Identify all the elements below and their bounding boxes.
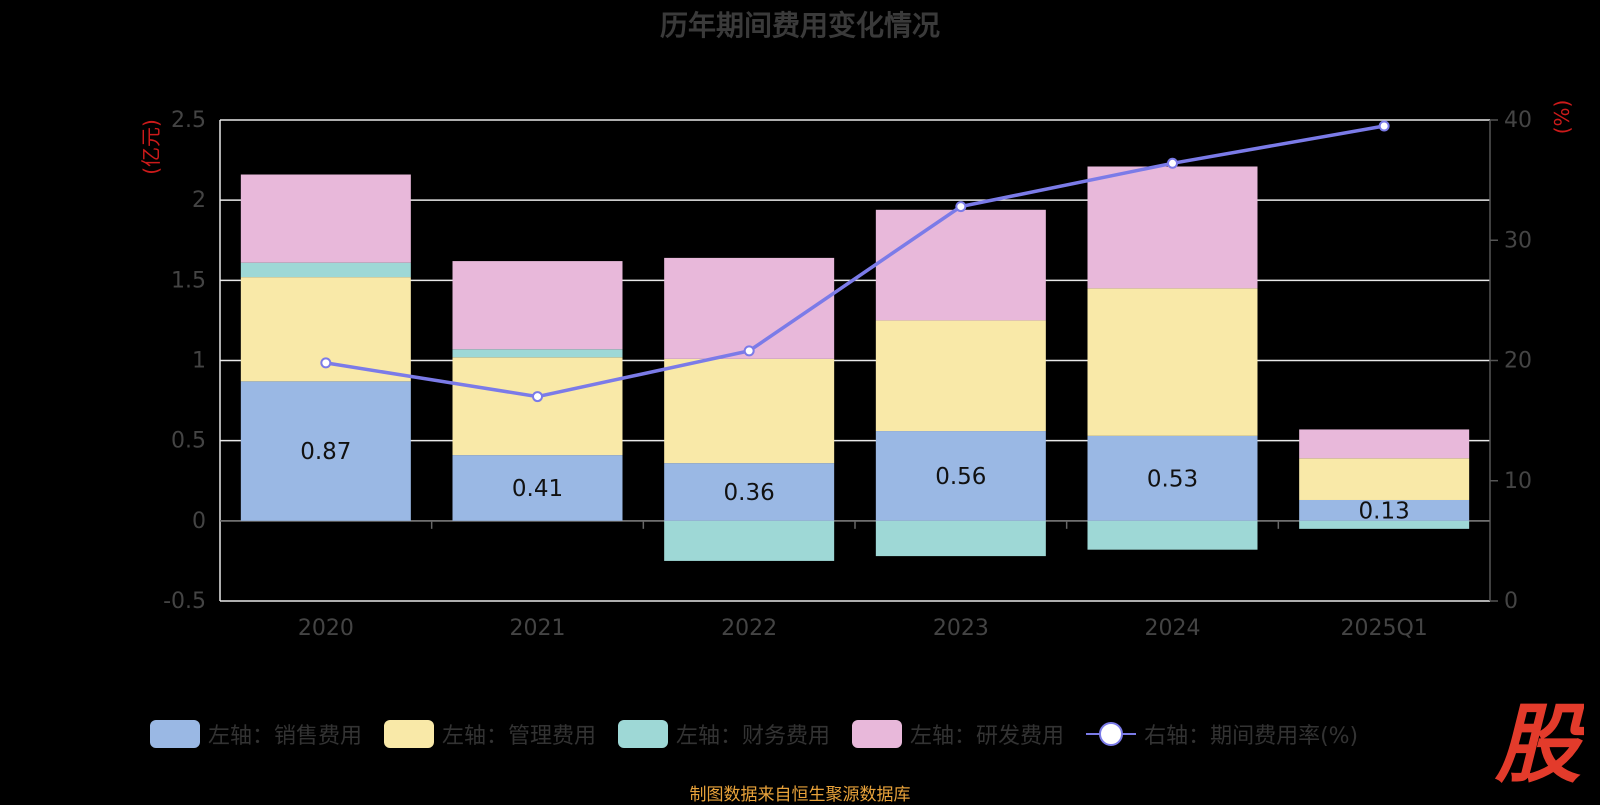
bar-rd <box>1299 429 1470 459</box>
legend-label: 左轴：销售费用 <box>208 724 363 749</box>
left-axis-unit: (亿元) <box>139 119 163 175</box>
bar-rd <box>664 257 835 359</box>
left-tick-label: 2.5 <box>171 108 206 133</box>
bar-sales <box>240 381 411 521</box>
bar-data-label: 0.13 <box>1359 498 1410 524</box>
bar-rd <box>240 174 411 263</box>
bar-sales <box>452 455 623 521</box>
bar-rd <box>875 209 1046 321</box>
legend-line-marker <box>1086 720 1137 748</box>
rate-point <box>955 201 967 213</box>
chart-title: 历年期间费用变化情况 <box>659 9 940 42</box>
bar-sales <box>1299 499 1470 521</box>
bar-sales <box>664 463 835 521</box>
right-tick-label: 40 <box>1504 108 1532 133</box>
right-tick-label: 30 <box>1504 228 1532 253</box>
bar-finance <box>875 520 1046 557</box>
bar-rd <box>452 261 623 350</box>
rate-point <box>1167 157 1178 169</box>
right-tick-label: 10 <box>1504 469 1532 494</box>
legend-item[interactable]: 右轴：期间费用率(%) <box>1086 718 1358 750</box>
legend-item[interactable]: 左轴：研发费用 <box>852 718 1064 750</box>
chart-canvas: -0.5 0 0.5 1 1.5 2 2.5 0 10 20 30 40 (亿元) (%) 0.87 2020… <box>139 100 1574 641</box>
left-tick-label: 1.5 <box>171 268 206 293</box>
bar-sales <box>1087 435 1258 521</box>
left-tick-label: 1 <box>192 349 206 374</box>
bar-finance <box>452 349 623 358</box>
legend-label: 左轴：研发费用 <box>910 724 1065 749</box>
right-tick-label: 0 <box>1504 589 1518 614</box>
category-label: 2024 <box>1145 616 1201 641</box>
category-label: 2020 <box>298 616 354 641</box>
legend-label: 左轴：管理费用 <box>442 724 597 749</box>
bar-data-label: 0.36 <box>724 480 775 506</box>
left-tick-label: 2 <box>192 188 206 213</box>
legend-swatch <box>150 720 200 748</box>
bar-admin <box>1299 458 1470 500</box>
legend-swatch <box>618 720 669 748</box>
category-label: 2022 <box>721 616 777 641</box>
bar-admin <box>664 358 835 464</box>
legend-swatch <box>384 720 435 748</box>
rate-line <box>325 124 1385 399</box>
legend-label: 左轴：财务费用 <box>676 724 831 749</box>
bar-admin <box>452 357 623 456</box>
bar-data-label: 0.41 <box>512 476 563 502</box>
right-tick-label: 20 <box>1504 349 1532 374</box>
bar-rd <box>1087 166 1258 289</box>
bar-finance <box>664 520 835 561</box>
logo-icon: 股 <box>1494 696 1584 788</box>
bar-data-label: 0.56 <box>935 464 986 490</box>
left-tick-label: -0.5 <box>163 589 206 614</box>
chart-legend: 左轴：销售费用 左轴：管理费用 左轴：财务费用 左轴：研发费用 右轴：期间费用率(%) <box>150 716 1380 752</box>
bar-data-label: 0.87 <box>300 439 351 465</box>
legend-item[interactable]: 左轴：管理费用 <box>384 718 596 750</box>
category-label: 2025Q1 <box>1341 616 1428 641</box>
rate-point <box>532 391 543 403</box>
rate-point <box>1378 120 1390 132</box>
left-tick-label: 0.5 <box>171 429 206 454</box>
legend-label: 右轴：期间费用率(%) <box>1144 724 1359 749</box>
legend-item[interactable]: 左轴：财务费用 <box>618 718 830 750</box>
right-axis-unit: (%) <box>1550 100 1574 135</box>
left-tick-label: 0 <box>192 509 206 534</box>
bar-admin <box>1087 288 1258 436</box>
rate-point <box>743 345 755 357</box>
bar-finance <box>1299 520 1470 529</box>
bar-data-label: 0.53 <box>1147 466 1198 492</box>
rate-point <box>320 357 332 369</box>
svg-text:股: 股 <box>1494 696 1584 788</box>
bar-sales <box>875 431 1046 521</box>
bar-admin <box>875 320 1046 432</box>
bar-finance <box>1087 520 1258 550</box>
category-label: 2023 <box>933 616 989 641</box>
legend-item[interactable]: 左轴：销售费用 <box>150 718 362 750</box>
data-source-note: 制图数据来自恒生聚源数据库 <box>689 785 911 805</box>
category-label: 2021 <box>510 616 566 641</box>
bar-finance <box>240 262 411 278</box>
legend-swatch <box>852 720 903 748</box>
